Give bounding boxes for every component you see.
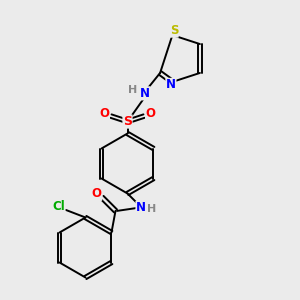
Text: O: O xyxy=(99,107,110,120)
Text: N: N xyxy=(166,78,176,92)
Text: S: S xyxy=(123,115,132,128)
Text: H: H xyxy=(147,204,156,214)
Text: Cl: Cl xyxy=(52,200,65,214)
Text: N: N xyxy=(136,201,146,214)
Text: O: O xyxy=(146,107,156,120)
Text: O: O xyxy=(92,187,102,200)
Text: S: S xyxy=(169,24,178,37)
Text: H: H xyxy=(128,85,137,95)
Text: N: N xyxy=(140,87,150,100)
